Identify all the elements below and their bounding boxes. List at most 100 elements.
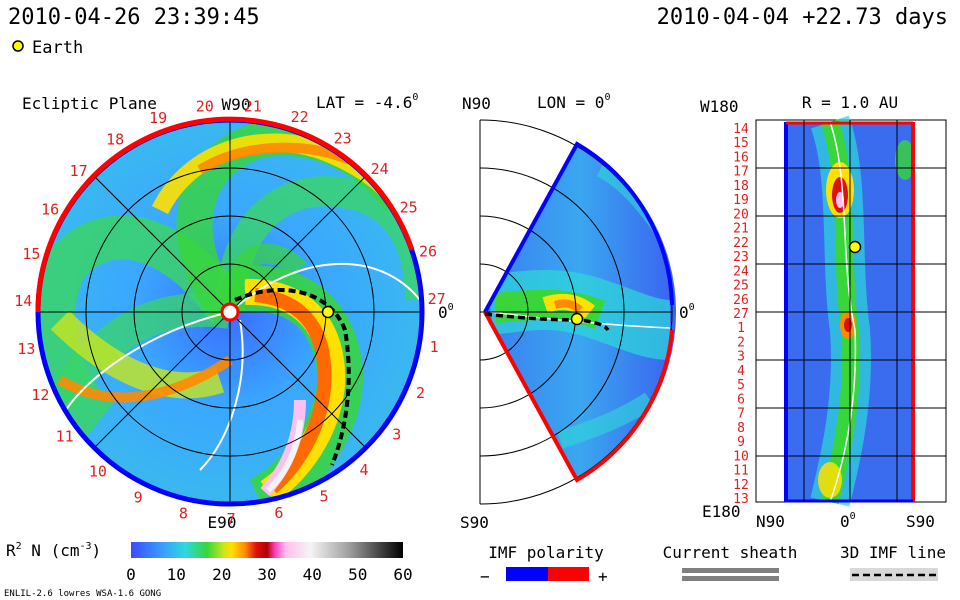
imf-minus-label: − [480,567,490,586]
meridional-lon-label: LON = 00 [537,92,610,112]
carrington-tick: 17 [70,162,88,180]
carrington-tick: 4 [359,461,368,479]
earth-ecliptic-icon [321,305,335,319]
sphere-top-left-label: W180 [700,97,739,116]
current-sheath-title: Current sheath [663,543,798,562]
sphere-r-label: R = 1.0 AU [802,93,898,112]
datetime-title: 2010-04-26 23:39:45 [8,5,260,30]
imf-plus-label: + [598,567,608,586]
carrington-tick: 14 [14,292,32,310]
sphere-row-label: 16 [733,151,749,166]
sphere-grid [756,120,946,502]
sphere-row-label: 8 [737,421,745,436]
carrington-tick: 26 [419,243,437,261]
sphere-row-label: 27 [733,307,749,322]
imf-line-swatch-bg [850,568,938,581]
sphere-row-label: 12 [733,478,749,493]
epoch-title: 2010-04-04 +22.73 days [657,5,948,30]
sphere-row-label: 14 [733,122,749,137]
meridional-grid [479,119,673,505]
sphere-x-label-mid: 00 [840,511,856,531]
legend: IMF polarity − + Current sheath 3D IMF l… [480,543,946,586]
sphere-x-label-left: N90 [756,512,785,531]
carrington-tick: 16 [41,201,59,219]
sphere-row-label: 24 [733,264,749,279]
colorbar-ticks: 0 10 20 30 40 50 60 [126,565,412,584]
colorbar-tick: 30 [257,565,276,584]
inner-boundary-icon [220,302,240,322]
sphere-row-label: 7 [737,407,745,422]
sphere-row-label: 20 [733,207,749,222]
earth-legend-label: Earth [32,38,83,58]
sphere-row-label: 26 [733,293,749,308]
carrington-tick: 10 [89,462,107,480]
colorbar-label: R2 N (cm-3) [6,541,101,560]
sphere-row-label: 10 [733,449,749,464]
meridional-boundary-negative [483,141,674,313]
carrington-tick: 19 [149,109,167,127]
carrington-tick: 24 [371,160,389,178]
current-sheath-swatch-bottom [682,576,779,581]
sphere-row-label: 13 [733,492,749,507]
carrington-tick: 27 [428,290,446,308]
model-footer: ENLIL-2.6 lowres WSA-1.6 GONG [4,589,161,599]
ecliptic-bottom-label: E90 [208,513,237,532]
sphere-row-label: 15 [733,136,749,151]
sphere-panel: W180 R = 1.0 AU [700,93,947,531]
carrington-tick: 3 [392,426,401,444]
sphere-row-label: 22 [733,236,749,251]
sphere-row-label: 1 [737,321,745,336]
meridional-boundary-positive [483,311,674,483]
carrington-tick: 25 [400,199,418,217]
carrington-tick: 1 [430,338,439,356]
colorbar-tick: 40 [303,565,322,584]
colorbar-tick: 20 [212,565,231,584]
carrington-tick: 18 [106,131,124,149]
ecliptic-top-label: W90 [222,95,251,114]
sphere-x-label-right: S90 [906,512,935,531]
imf-polarity-title: IMF polarity [488,543,604,562]
colorbar-gradient [131,542,403,558]
sphere-row-label: 2 [737,336,745,351]
carrington-tick: 8 [179,505,188,523]
carrington-tick: 20 [196,98,214,116]
earth-legend-icon [12,40,24,52]
sphere-row-label: 25 [733,279,749,294]
carrington-tick: 22 [291,108,309,126]
sphere-row-label: 4 [737,364,745,379]
carrington-tick: 11 [56,428,74,446]
sphere-row-label: 3 [737,350,745,365]
colorbar-tick: 0 [126,565,136,584]
colorbar: R2 N (cm-3) 0 10 20 30 40 50 60 [6,541,413,584]
sphere-row-label: 17 [733,165,749,180]
meridional-imf-line [484,312,610,332]
sphere-row-label: 5 [737,378,745,393]
carrington-tick: 21 [244,97,262,115]
carrington-tick: 9 [134,489,143,507]
ecliptic-right-label: 00 [438,302,454,322]
ecliptic-lat-label: LAT = -4.60 [316,92,418,112]
meridional-panel: N90 LON = 00 S90 00 [460,92,695,532]
earth-sphere-icon [848,240,862,254]
meridional-top-label: N90 [462,94,491,113]
carrington-tick: 2 [416,384,425,402]
colorbar-tick: 50 [348,565,367,584]
carrington-tick: 15 [22,245,40,263]
ecliptic-panel: Ecliptic Plane W90 LAT = -4.60 [14,92,453,532]
meridional-right-label: 00 [679,302,695,322]
ecliptic-imf-line [234,288,351,466]
carrington-ticks: 20 21222324252627123456789101112131415161… [14,97,445,528]
carrington-tick: 23 [334,129,352,147]
colorbar-tick: 60 [393,565,412,584]
current-sheath-swatch-top [682,568,779,573]
carrington-tick: 7 [227,510,236,528]
imf-positive-swatch [548,567,589,581]
carrington-tick: 13 [17,340,35,358]
imf-negative-swatch [506,567,548,581]
sphere-row-label: 6 [737,392,745,407]
sphere-row-label: 9 [737,435,745,450]
meridional-bottom-label: S90 [460,513,489,532]
sphere-row-label: 11 [733,464,749,479]
sphere-bottom-left-label: E180 [702,502,741,521]
